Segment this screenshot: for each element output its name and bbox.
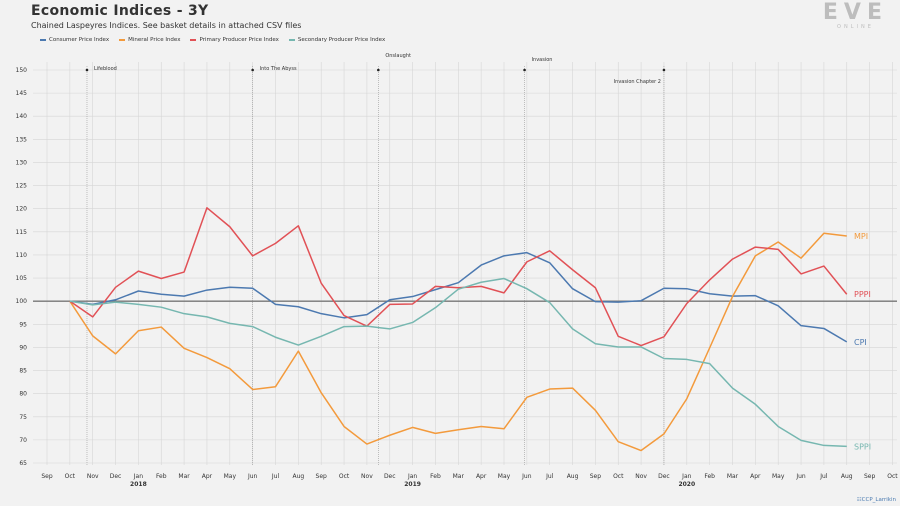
series-end-label-mpi: MPI [854, 232, 868, 241]
x-tick-label: Feb [156, 473, 167, 480]
x-tick-label: Jan [133, 473, 143, 480]
y-tick-label: 90 [19, 344, 27, 351]
x-tick-label: May [224, 473, 237, 480]
series-end-label-cpi: CPI [854, 338, 867, 347]
author-credit: ☷CCP_Larrikin [856, 497, 896, 503]
series-end-label-pppi: PPPI [854, 290, 871, 299]
x-tick-label: Oct [887, 473, 898, 480]
chart-title: Economic Indices - 3Y [31, 3, 209, 19]
x-tick-label: Jun [521, 473, 532, 480]
series-line-pppi [69, 207, 848, 347]
series-end-label-sppi: SPPI [854, 442, 871, 451]
x-tick-label: Dec [110, 473, 122, 480]
x-tick-label: Jan [407, 473, 417, 480]
annotation-label: Into The Abyss [260, 66, 297, 72]
annotation-dot [377, 68, 380, 72]
x-tick-label: Nov [635, 473, 647, 480]
annotation-dot [662, 68, 666, 72]
legend-swatch-pppi [190, 39, 197, 41]
chart-subtitle: Chained Laspeyres Indices. See basket de… [31, 21, 302, 30]
x-tick-label: Jul [545, 473, 554, 480]
x-tick-label: Sep [41, 473, 53, 480]
x-tick-label: Sep [864, 473, 876, 480]
x-tick-label: Sep [590, 473, 602, 480]
annotation-dot [251, 68, 254, 72]
legend-item-mpi: Mineral Price Index [119, 37, 180, 43]
x-tick-label: Jul [819, 473, 828, 480]
x-tick-label: Mar [178, 473, 190, 480]
y-tick-label: 80 [19, 391, 27, 398]
x-tick-label: Oct [613, 473, 624, 480]
y-tick-label: 100 [16, 298, 28, 305]
x-tick-label: Feb [704, 473, 715, 480]
x-year-label: 2019 [404, 481, 421, 488]
annotation-label: Invasion [532, 57, 553, 63]
x-tick-label: Mar [453, 473, 465, 480]
legend-label-sppi: Secondary Producer Price Index [297, 37, 386, 43]
legend-item-cpi: Consumer Price Index [40, 37, 109, 43]
y-tick-label: 75 [19, 414, 27, 421]
annotation-label: Invasion Chapter 2 [614, 79, 661, 85]
y-tick-label: 85 [19, 368, 27, 375]
x-tick-label: Apr [202, 473, 213, 480]
y-tick-label: 135 [16, 136, 28, 143]
x-tick-label: Jun [247, 473, 258, 480]
annotation-label: Onslaught [385, 53, 411, 59]
legend-label-pppi: Primary Producer Price Index [199, 37, 279, 43]
y-tick-label: 145 [16, 90, 28, 97]
logo-main-text: EVE [822, 0, 888, 25]
y-tick-label: 150 [16, 67, 28, 74]
y-tick-label: 120 [16, 206, 28, 213]
y-tick-label: 125 [16, 183, 28, 190]
x-tick-label: Jan [681, 473, 691, 480]
x-tick-label: May [498, 473, 511, 480]
x-tick-label: Nov [87, 473, 99, 480]
x-tick-label: Sep [316, 473, 328, 480]
legend-item-pppi: Primary Producer Price Index [190, 37, 279, 43]
x-tick-label: Apr [476, 473, 487, 480]
annotation-label: Lifeblood [94, 66, 117, 72]
x-tick-label: Nov [361, 473, 373, 480]
y-tick-label: 110 [16, 252, 28, 259]
x-year-label: 2020 [678, 481, 695, 488]
legend-swatch-cpi [40, 39, 46, 41]
x-tick-label: Dec [384, 473, 396, 480]
annotation-dot [523, 68, 526, 72]
eve-online-logo: EVE ONLINE [822, 0, 888, 31]
x-tick-label: Aug [292, 473, 304, 480]
x-tick-label: Apr [750, 473, 761, 480]
series-line-sppi [69, 277, 847, 448]
legend-swatch-mpi [119, 39, 126, 41]
series-line-mpi [69, 232, 847, 452]
x-tick-label: Mar [727, 473, 739, 480]
chart-legend: Consumer Price Index Mineral Price Index… [40, 37, 385, 43]
x-tick-label: Aug [567, 473, 579, 480]
y-tick-label: 105 [16, 275, 28, 282]
x-tick-label: Aug [841, 473, 853, 480]
legend-label-mpi: Mineral Price Index [128, 37, 181, 43]
y-tick-label: 70 [19, 437, 27, 444]
annotation-dot [85, 68, 89, 72]
x-tick-label: May [772, 473, 785, 480]
legend-label-cpi: Consumer Price Index [49, 37, 110, 43]
y-tick-label: 115 [16, 229, 28, 236]
y-tick-label: 130 [16, 159, 28, 166]
x-tick-label: Oct [65, 473, 76, 480]
x-tick-label: Jul [271, 473, 280, 480]
series-line-cpi [69, 251, 848, 343]
x-tick-label: Feb [430, 473, 441, 480]
x-year-label: 2018 [130, 481, 147, 488]
logo-sub-text: ONLINE [837, 24, 874, 30]
legend-swatch-sppi [288, 39, 295, 41]
y-tick-label: 65 [19, 460, 27, 467]
legend-item-sppi: Secondary Producer Price Index [288, 37, 386, 43]
y-tick-label: 95 [19, 321, 27, 328]
x-tick-label: Jun [795, 473, 806, 480]
x-tick-label: Dec [658, 473, 670, 480]
x-tick-label: Oct [339, 473, 350, 480]
y-tick-label: 140 [16, 113, 28, 120]
